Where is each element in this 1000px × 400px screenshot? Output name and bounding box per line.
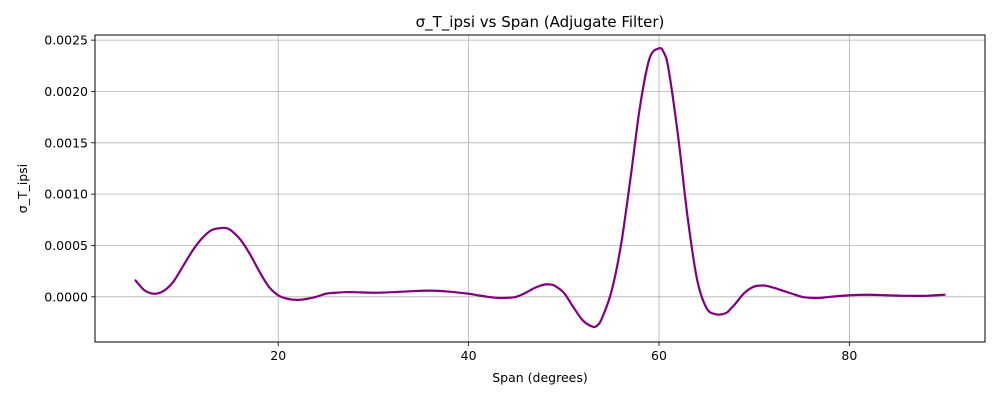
y-axis-ticks: 0.0000 0.0005 0.0010 0.0015 0.0020 0.0025 xyxy=(44,33,95,304)
y-tick-label: 0.0005 xyxy=(44,238,88,253)
x-tick-label: 60 xyxy=(651,348,667,363)
y-tick-label: 0.0000 xyxy=(44,289,88,304)
x-tick-label: 40 xyxy=(461,348,477,363)
x-tick-label: 80 xyxy=(841,348,857,363)
series-line xyxy=(134,46,946,329)
y-tick-label: 0.0015 xyxy=(44,135,88,150)
x-tick-label: 20 xyxy=(270,348,286,363)
x-axis-ticks: 20 40 60 80 xyxy=(270,342,857,363)
y-tick-label: 0.0020 xyxy=(44,84,88,99)
x-axis-label: Span (degrees) xyxy=(492,370,588,385)
axes-frame xyxy=(94,34,986,343)
y-tick-label: 0.0010 xyxy=(44,187,88,202)
chart-title: σ_T_ipsi vs Span (Adjugate Filter) xyxy=(416,13,665,32)
y-axis-label: σ_T_ipsi xyxy=(15,164,30,213)
y-tick-label: 0.0025 xyxy=(44,33,88,48)
plot-area xyxy=(134,46,946,329)
